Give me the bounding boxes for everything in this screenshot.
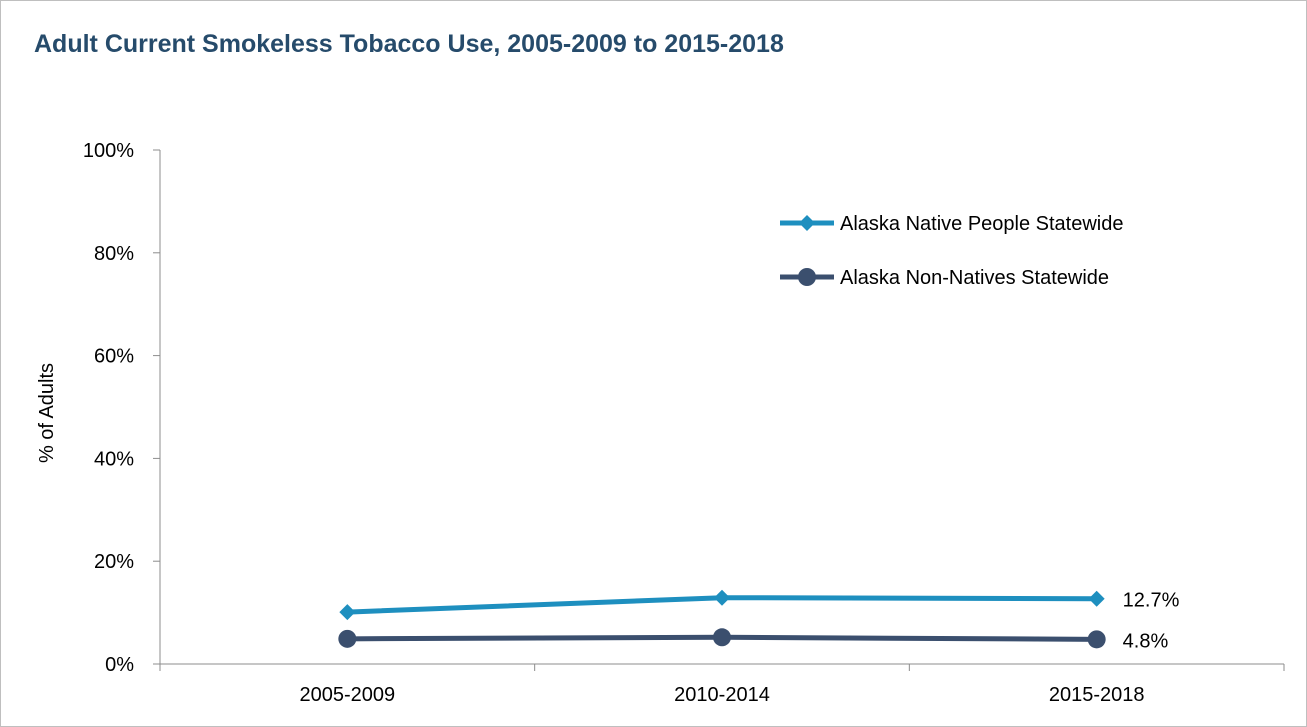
data-label-series1: 12.7% — [1123, 590, 1180, 612]
y-tick-label: 80% — [94, 243, 134, 265]
x-tick-label: 2010-2014 — [674, 684, 770, 706]
data-point-series1-2 — [714, 589, 730, 606]
data-point-series2-3 — [1087, 630, 1106, 649]
chart-title: Adult Current Smokeless Tobacco Use, 200… — [34, 30, 784, 58]
y-tick-label: 100% — [83, 140, 134, 162]
legend-marker-2 — [798, 268, 816, 286]
legend-label-1: Alaska Native People Statewide — [840, 213, 1124, 235]
legend-marker-1 — [799, 215, 815, 231]
data-point-series1-1 — [339, 604, 356, 621]
x-tick-label: 2005-2009 — [300, 684, 396, 706]
data-point-series2-2 — [713, 628, 731, 647]
x-tick-label: 2015-2018 — [1049, 684, 1145, 706]
y-tick-label: 20% — [94, 551, 134, 573]
y-axis-label: % of Adults — [36, 363, 58, 463]
y-tick-label: 60% — [94, 346, 134, 368]
data-point-series1-3 — [1088, 590, 1105, 607]
data-point-series2-1 — [338, 629, 357, 648]
y-tick-label: 0% — [105, 654, 134, 676]
legend-label-2: Alaska Non-Natives Statewide — [840, 267, 1109, 289]
data-label-series2: 4.8% — [1123, 630, 1169, 652]
y-tick-label: 40% — [94, 448, 134, 470]
